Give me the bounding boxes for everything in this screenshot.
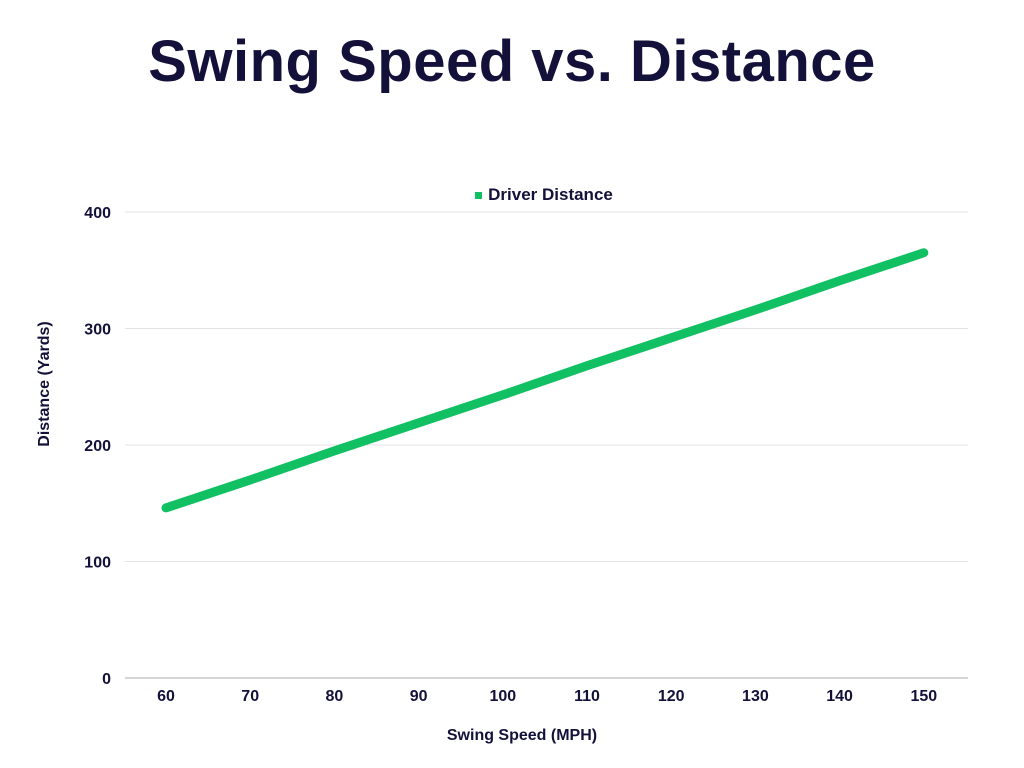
x-tick-label: 90 [410,688,428,705]
x-tick-label: 100 [489,688,516,705]
x-axis-label: Swing Speed (MPH) [447,727,597,744]
series-line [161,248,929,513]
legend-label: Driver Distance [488,185,613,204]
legend: Driver Distance [0,185,1024,205]
y-tick-label: 100 [84,555,111,572]
y-axis-label: Distance (Yards) [36,321,53,446]
x-tick-label: 150 [910,688,937,705]
x-tick-label: 140 [826,688,853,705]
y-tick-label: 300 [84,322,111,339]
y-tick-labels: 0 100 200 300 400 [84,205,111,688]
x-tick-label: 60 [157,688,175,705]
gridlines [125,211,968,562]
chart-title: Swing Speed vs. Distance [148,29,876,94]
legend-swatch [475,191,483,199]
x-tick-label: 70 [241,688,259,705]
y-tick-label: 0 [102,671,111,688]
y-tick-label: 200 [84,438,111,455]
x-tick-label: 80 [326,688,344,705]
x-tick-labels: 60 70 80 90 100 110 120 130 140 150 [157,688,937,705]
x-tick-label: 110 [574,688,600,705]
series-lines [161,248,929,513]
x-tick-label: 130 [742,688,769,705]
x-tick-label: 120 [658,688,685,705]
y-tick-label: 400 [84,205,111,222]
